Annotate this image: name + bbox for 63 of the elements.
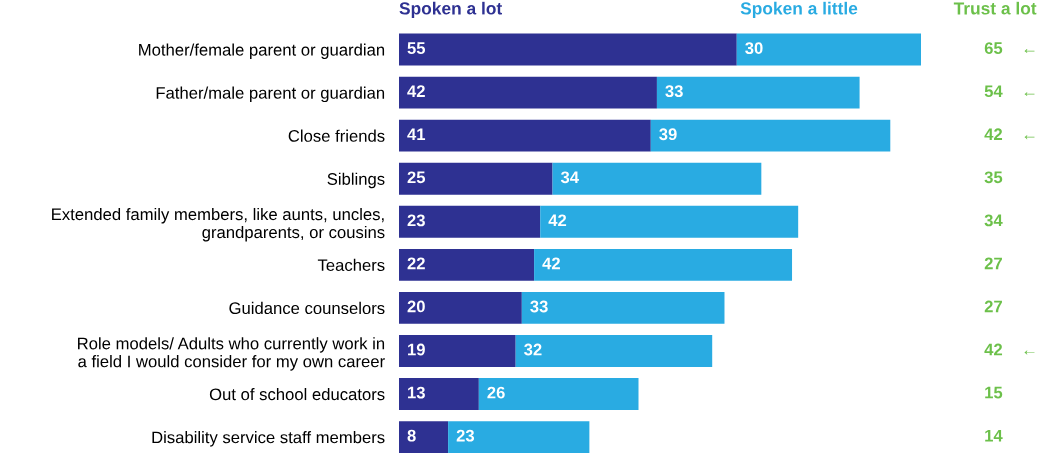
text: 42 ← [984, 343, 1035, 356]
data-label: 42 [542, 257, 560, 270]
y-tick-label: Siblings [327, 172, 385, 189]
bar [552, 162, 762, 195]
bar [399, 33, 737, 66]
data-label: 33 [530, 300, 548, 313]
bar [399, 119, 651, 152]
data-label: 23 [407, 214, 425, 227]
text: 14 [985, 429, 1003, 442]
data-label: 8 [407, 429, 416, 442]
bar [399, 205, 541, 238]
data-label: 20 [407, 300, 425, 313]
bar [534, 248, 793, 281]
text: 34 [984, 214, 1003, 227]
text: 42 ← [984, 128, 1035, 140]
data-label: 25 [407, 171, 426, 184]
bar [515, 335, 713, 367]
bar [399, 248, 535, 281]
bar [399, 162, 553, 195]
series-label: Spoken a little [740, 1, 858, 18]
bar [521, 291, 725, 324]
bar [736, 33, 921, 66]
bar [448, 421, 590, 453]
text: 54 ← [984, 85, 1035, 98]
data-label: 42 [407, 85, 425, 97]
y-tick-label: Role models/ Adults who currently work in a field I would consider for my own career [78, 337, 385, 371]
y-tick-label: Disability service staff members [152, 431, 385, 447]
y-tick-label: Mother/female parent or guardian [139, 43, 385, 60]
text: 27 [984, 257, 1002, 270]
bar [650, 119, 891, 152]
y-tick-label: Teachers [317, 258, 385, 272]
data-label: 34 [560, 171, 579, 184]
data-label: 13 [408, 386, 425, 399]
data-label: 41 [407, 128, 426, 140]
data-label: 22 [407, 257, 425, 270]
bar [399, 378, 479, 410]
series-label: Spoken a lot [399, 1, 502, 18]
y-tick-label: Father/male parent or guardian [156, 86, 385, 103]
bar [478, 378, 639, 410]
y-tick-label: Close friends [288, 129, 385, 142]
text: 15 [985, 386, 1003, 399]
text: Trust a lot [953, 1, 1037, 15]
bar [656, 76, 860, 109]
data-label: 32 [524, 343, 542, 356]
data-label: 33 [665, 85, 683, 98]
bar [540, 205, 799, 238]
bar [399, 335, 516, 367]
data-label: 30 [745, 42, 763, 55]
data-label: 39 [659, 128, 677, 141]
y-tick-label: Extended family members, like aunts, uncles, grandparents, or cousins [52, 207, 385, 242]
data-label: 19 [408, 343, 425, 356]
data-label: 42 [548, 214, 567, 227]
data-label: 55 [407, 42, 426, 54]
y-tick-label: Out of school educators [209, 387, 385, 401]
data-label: 26 [487, 386, 505, 399]
data-label: 23 [456, 429, 475, 442]
bar [399, 76, 657, 109]
bar [399, 421, 449, 453]
text: 65 ← [984, 42, 1035, 54]
text: 27 [984, 300, 1002, 313]
text: 35 [984, 171, 1003, 184]
y-tick-label: Guidance counselors [229, 301, 385, 315]
bar [399, 291, 522, 324]
